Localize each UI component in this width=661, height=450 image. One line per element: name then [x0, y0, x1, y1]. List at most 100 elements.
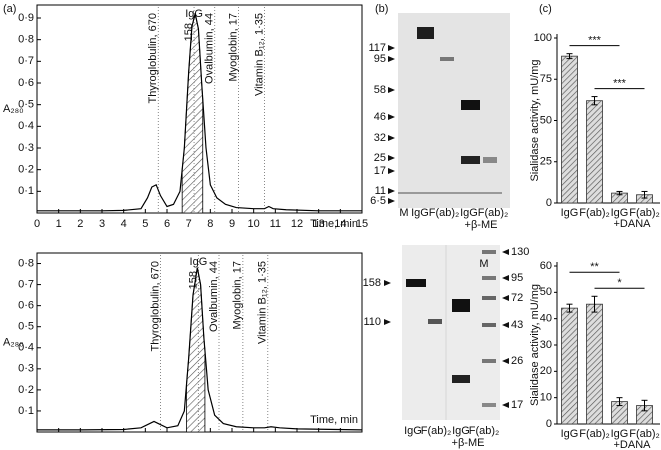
y-tick-label: 0·3	[18, 142, 34, 154]
x-tick-label: F(ab)₂	[629, 207, 660, 219]
x-tick-label: F(ab)₂	[579, 207, 610, 219]
marker-arrow	[384, 280, 391, 286]
marker-label: 26	[511, 355, 523, 367]
marker-arrow	[388, 155, 395, 161]
y-tick-label: 0·5	[18, 99, 34, 111]
group-label: +DANA	[614, 439, 652, 450]
annotation-label: 158	[183, 23, 195, 41]
marker-label: 72	[511, 292, 523, 304]
marker-label: 158	[363, 277, 381, 289]
x-tick-label: 10	[248, 218, 260, 230]
x-tick-label: 0	[34, 218, 40, 230]
marker-label: 117	[368, 42, 386, 54]
x-tick-label: 11	[270, 218, 281, 230]
lane-label: F(ab)₂	[421, 425, 452, 437]
y-tick-label: 0·6	[18, 77, 34, 89]
marker-arrow	[502, 295, 509, 301]
y-tick-label: 0·1	[18, 405, 34, 417]
marker-arrow	[384, 319, 391, 325]
marker-label: 11	[375, 185, 386, 197]
lane-label: IgG	[460, 207, 478, 219]
panel-label: (b)	[375, 3, 388, 15]
annotation-name: IgG	[190, 256, 208, 268]
y-tick-label: 0·7	[18, 55, 34, 67]
annotation-label: Thyroglobulin, 670	[147, 13, 159, 104]
bar	[586, 100, 603, 204]
x-axis-label: Time, min	[310, 414, 358, 426]
y-tick-label: 10	[540, 392, 552, 404]
annotation-name: IgG	[185, 8, 203, 20]
x-tick-label: 3	[99, 218, 105, 230]
marker-arrow	[388, 56, 395, 62]
y-tick-label: 0·3	[18, 363, 34, 375]
marker-label: 17	[511, 399, 523, 411]
error-bar	[616, 397, 623, 407]
error-bar	[616, 190, 623, 196]
x-tick-label: 1	[56, 218, 62, 230]
group-label: +DANA	[614, 218, 652, 230]
y-tick-label: 0·1	[18, 185, 34, 197]
gel-top	[398, 13, 510, 208]
x-tick-label: 2	[77, 218, 83, 230]
y-tick-label: 0·9	[18, 12, 34, 24]
marker-arrow	[388, 168, 395, 174]
significance-label: ***	[588, 35, 602, 47]
y-tick-label: 0·7	[18, 278, 34, 290]
marker-label: 46	[374, 111, 386, 123]
y-tick-label: 0·6	[18, 300, 34, 312]
lane-label: M	[479, 258, 488, 270]
x-tick-label: 6	[164, 218, 170, 230]
marker-arrow	[502, 322, 509, 328]
lane-label: F(ab)₂	[469, 425, 500, 437]
marker-arrow	[502, 275, 509, 281]
significance-label: *	[617, 277, 622, 289]
marker-label: 130	[511, 246, 529, 258]
lane-label: F(ab)₂	[429, 207, 460, 219]
trace	[37, 267, 363, 431]
x-tick-label: 12	[291, 218, 303, 230]
marker-arrow	[388, 45, 395, 51]
bar	[561, 307, 578, 425]
gel-bottom	[402, 245, 500, 420]
x-tick-label: IgG	[611, 207, 629, 219]
error-bar	[566, 303, 573, 313]
x-tick-label: 4	[121, 218, 127, 230]
x-tick-label: IgG	[561, 428, 579, 440]
y-axis-label: A₂₈₀	[3, 103, 24, 115]
x-tick-label: 8	[207, 218, 213, 230]
x-tick-label: 9	[229, 218, 235, 230]
y-tick-label: 0·2	[18, 164, 34, 176]
error-bar	[566, 53, 573, 60]
y-tick-label: 0·4	[18, 342, 34, 354]
annotation-label: Myoglobin, 17	[232, 261, 244, 330]
y-axis-label: Sialidase activity, mU/mg	[529, 59, 541, 181]
x-tick-label: F(ab)₂	[629, 428, 660, 440]
bar	[561, 55, 578, 204]
x-tick-label: 13	[313, 218, 325, 230]
marker-label: 17	[374, 165, 386, 177]
annotation-label: Myoglobin, 17	[227, 13, 239, 82]
x-tick-label: 15	[356, 218, 368, 230]
annotation-label: Vitamin B₁₂, 1·35	[257, 261, 269, 344]
y-tick-label: 100	[534, 32, 552, 44]
y-tick-label: 50	[540, 286, 552, 298]
y-tick-label: 0·8	[18, 34, 34, 46]
y-tick-label: 25	[540, 156, 552, 168]
marker-label: 95	[374, 53, 386, 65]
marker-arrow	[502, 358, 509, 364]
marker-arrow	[388, 114, 395, 120]
error-bar	[591, 295, 598, 313]
lane-note: +β-ME	[465, 219, 498, 231]
lane-label: F(ab)₂	[478, 207, 509, 219]
y-tick-label: 0·2	[18, 384, 34, 396]
marker-label: 43	[511, 319, 523, 331]
marker-arrow	[388, 198, 395, 204]
y-tick-label: 30	[540, 339, 552, 351]
y-tick-label: 0	[546, 418, 552, 430]
x-tick-label: F(ab)₂	[579, 428, 610, 440]
marker-label: 25	[374, 152, 386, 164]
marker-arrow	[388, 87, 395, 93]
x-tick-label: 7	[186, 218, 192, 230]
trace	[37, 13, 362, 212]
annotation-label: Ovalbumin, 44	[208, 261, 220, 332]
